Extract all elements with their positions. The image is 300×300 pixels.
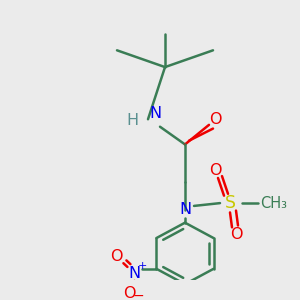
Text: O: O xyxy=(209,112,221,127)
Text: O: O xyxy=(230,227,242,242)
Text: +: + xyxy=(138,261,147,271)
Text: O: O xyxy=(110,249,123,264)
Text: H: H xyxy=(126,113,138,128)
Text: O: O xyxy=(209,163,221,178)
Text: N: N xyxy=(179,202,191,217)
Text: N: N xyxy=(128,266,140,281)
Text: O: O xyxy=(123,286,136,300)
Text: CH₃: CH₃ xyxy=(260,196,287,211)
Text: N: N xyxy=(149,106,161,121)
Text: S: S xyxy=(224,194,236,212)
Text: −: − xyxy=(133,289,144,300)
